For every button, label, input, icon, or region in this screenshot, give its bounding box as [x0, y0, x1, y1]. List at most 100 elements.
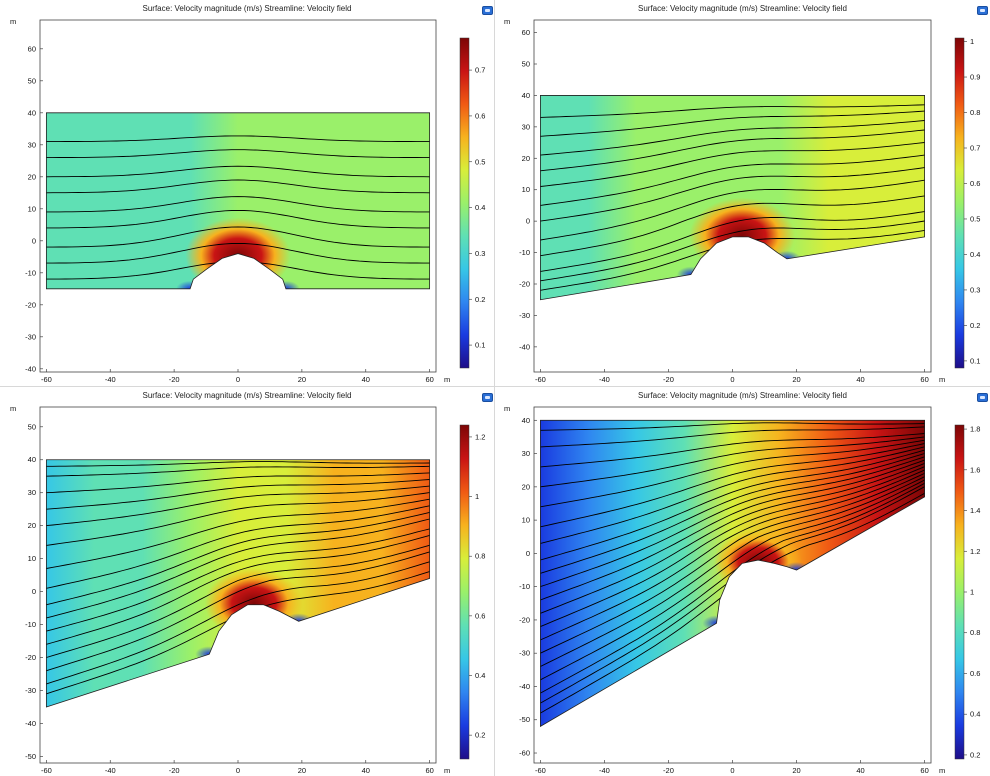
streamline — [46, 196, 430, 213]
colorbar — [954, 37, 965, 369]
x-tick-label: 0 — [236, 766, 240, 775]
colorbar — [459, 424, 470, 760]
colorbar-tick-label: 0.8 — [475, 552, 485, 561]
streamline — [46, 165, 430, 178]
y-tick-label: -40 — [519, 342, 530, 351]
colorbar-tick-label: 0.3 — [475, 249, 485, 258]
colorbar-tick-label: 0.4 — [970, 250, 980, 259]
camera-icon[interactable] — [977, 393, 988, 402]
streamline — [540, 426, 925, 448]
velocity-surface — [46, 112, 430, 289]
colorbar-tick-label: 0.4 — [475, 203, 485, 212]
streamline — [540, 120, 925, 156]
streamline — [540, 436, 925, 488]
streamline — [540, 142, 925, 187]
streamline — [46, 511, 430, 606]
y-tick-label: -40 — [25, 364, 36, 373]
streamline — [46, 461, 430, 467]
x-axis-unit: m — [444, 766, 450, 775]
streamline — [46, 479, 430, 510]
camera-icon[interactable] — [482, 393, 493, 402]
domain-boundary — [540, 419, 925, 728]
y-tick-label: -10 — [519, 248, 530, 257]
streamline — [46, 209, 430, 229]
colorbar-tick-label: 0.6 — [475, 611, 485, 620]
colorbar-tick-label: 1.2 — [970, 547, 980, 556]
colorbar-tick-label: 1 — [970, 588, 974, 597]
y-tick-label: -20 — [25, 653, 36, 662]
x-tick-label: -20 — [663, 766, 674, 775]
x-tick-label: -60 — [535, 375, 546, 384]
colorbar-tick-label: 0.2 — [970, 321, 980, 330]
y-tick-label: -50 — [25, 752, 36, 761]
colorbar-tick-label: 0.7 — [475, 66, 485, 75]
x-tick-label: -40 — [599, 766, 610, 775]
y-tick-label: 50 — [28, 422, 36, 431]
streamline — [540, 439, 925, 508]
x-tick-label: 40 — [362, 375, 370, 384]
x-tick-label: 60 — [425, 766, 433, 775]
y-tick-label: -30 — [519, 649, 530, 658]
colorbar-tick-label: 0.1 — [970, 356, 980, 365]
x-tick-label: 20 — [792, 375, 800, 384]
x-tick-label: 40 — [856, 375, 864, 384]
y-tick-label: -30 — [519, 311, 530, 320]
streamline — [540, 179, 925, 241]
streamline — [46, 135, 430, 143]
colorbar-tick-label: 0.8 — [970, 628, 980, 637]
x-tick-label: -40 — [105, 375, 116, 384]
x-tick-label: 20 — [792, 766, 800, 775]
high-velocity-region — [185, 217, 291, 289]
y-tick-label: 40 — [522, 416, 530, 425]
y-tick-label: 40 — [522, 91, 530, 100]
y-tick-label: 20 — [522, 482, 530, 491]
y-axis-unit: m — [504, 404, 510, 413]
streamline — [46, 226, 430, 248]
y-tick-label: -40 — [25, 719, 36, 728]
x-tick-label: 40 — [362, 766, 370, 775]
y-tick-label: 50 — [522, 60, 530, 69]
streamline — [540, 110, 925, 137]
streamline — [540, 462, 925, 614]
streamline — [540, 479, 925, 681]
streamline — [540, 443, 925, 528]
y-tick-label: 20 — [522, 154, 530, 163]
colorbar-tick-label: 1.6 — [970, 465, 980, 474]
streamline — [540, 129, 925, 172]
x-tick-label: 0 — [730, 766, 734, 775]
domain-boundary — [45, 459, 431, 708]
y-axis-unit: m — [10, 17, 16, 26]
y-tick-label: 40 — [28, 108, 36, 117]
velocity-plot: Surface: Velocity magnitude (m/s) Stream… — [10, 391, 485, 775]
colorbar-tick-label: 0.1 — [475, 341, 485, 350]
x-tick-label: -60 — [41, 375, 52, 384]
y-tick-label: 0 — [32, 236, 36, 245]
streamline — [540, 449, 925, 561]
x-tick-label: 20 — [298, 375, 306, 384]
streamline — [540, 167, 925, 222]
x-tick-label: 20 — [298, 766, 306, 775]
x-tick-label: 0 — [730, 375, 734, 384]
colorbar-tick-label: 0.7 — [970, 144, 980, 153]
y-tick-label: 10 — [522, 516, 530, 525]
y-tick-label: -20 — [25, 300, 36, 309]
y-tick-label: -30 — [25, 686, 36, 695]
camera-icon[interactable] — [977, 6, 988, 15]
domain-boundary — [45, 112, 431, 290]
streamline — [540, 466, 925, 628]
camera-icon[interactable] — [482, 6, 493, 15]
streamline — [540, 422, 925, 431]
streamline — [46, 465, 430, 477]
streamline — [46, 518, 430, 619]
streamline — [540, 456, 925, 588]
horizontal-divider — [0, 386, 990, 387]
x-tick-label: -60 — [41, 766, 52, 775]
streamline — [46, 485, 430, 527]
streamline — [540, 476, 925, 667]
streamline — [46, 149, 430, 159]
y-tick-label: -20 — [519, 280, 530, 289]
y-tick-label: -10 — [25, 268, 36, 277]
streamline — [540, 472, 925, 654]
y-tick-label: 60 — [522, 28, 530, 37]
colorbar-tick-label: 1 — [475, 492, 479, 501]
